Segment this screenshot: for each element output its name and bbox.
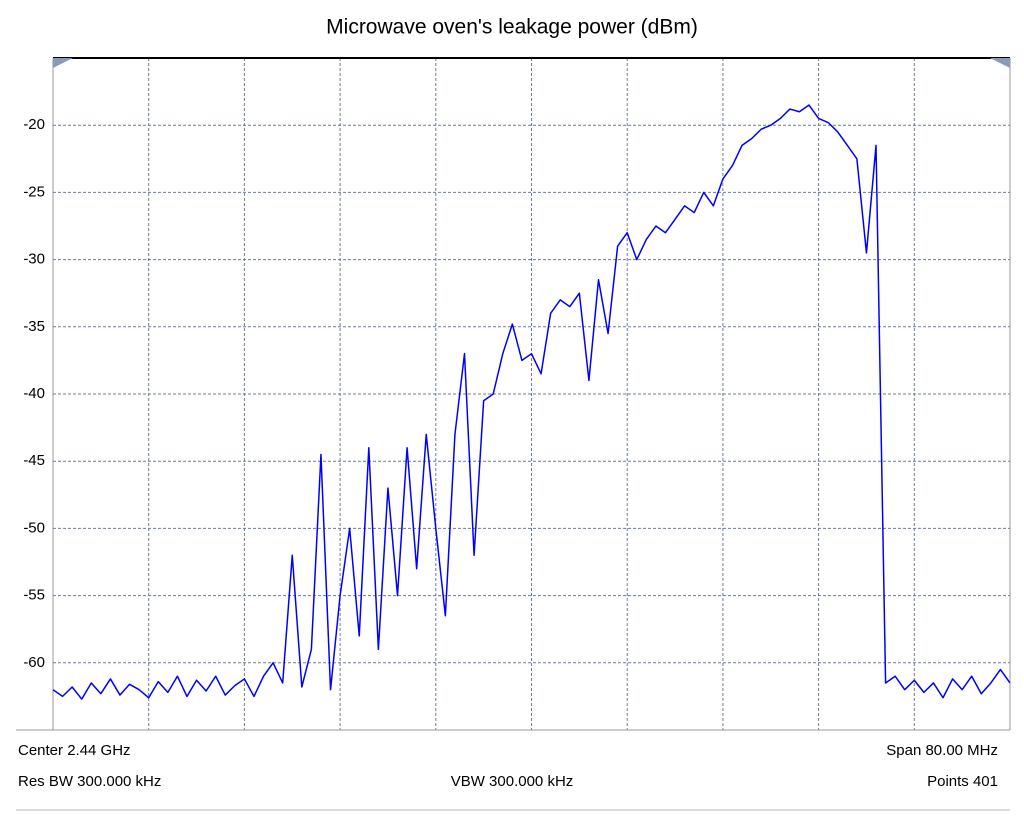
footer-points: Points 401 bbox=[927, 773, 998, 790]
footer-span: Span 80.00 MHz bbox=[886, 742, 998, 759]
chart-title: Microwave oven's leakage power (dBm) bbox=[326, 16, 698, 39]
y-tick-label: -25 bbox=[23, 183, 45, 200]
y-tick-label: -55 bbox=[23, 587, 45, 604]
y-tick-label: -50 bbox=[23, 519, 45, 536]
y-tick-label: -35 bbox=[23, 318, 45, 335]
y-tick-label: -60 bbox=[23, 654, 45, 671]
footer-center: Center 2.44 GHz bbox=[18, 742, 131, 759]
y-tick-label: -45 bbox=[23, 452, 45, 469]
y-tick-label: -40 bbox=[23, 385, 45, 402]
corner-marker bbox=[990, 58, 1010, 68]
footer-res-bw: Res BW 300.000 kHz bbox=[18, 773, 161, 790]
y-tick-label: -20 bbox=[23, 116, 45, 133]
grid bbox=[52, 58, 1011, 730]
y-tick-label: -30 bbox=[23, 251, 45, 268]
trace bbox=[52, 104, 1011, 700]
corner-marker bbox=[53, 58, 73, 68]
footer-vbw: VBW 300.000 kHz bbox=[451, 773, 574, 790]
